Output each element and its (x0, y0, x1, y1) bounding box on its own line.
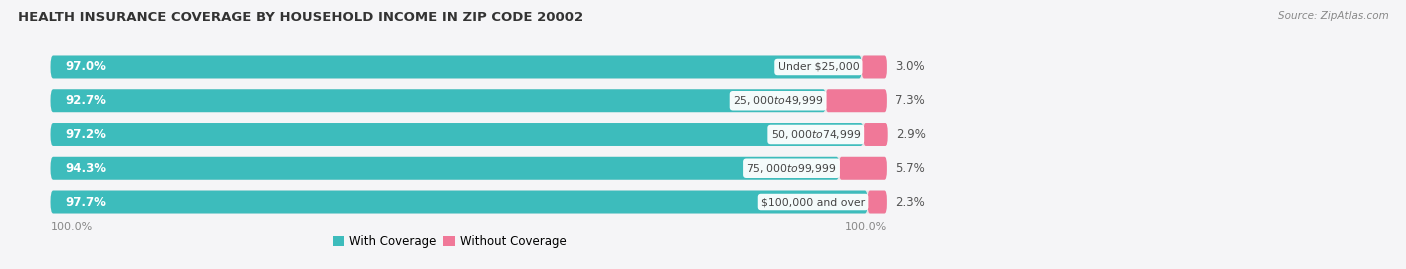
Text: 2.3%: 2.3% (896, 196, 925, 208)
FancyBboxPatch shape (51, 190, 868, 214)
FancyBboxPatch shape (862, 55, 887, 79)
Legend: With Coverage, Without Coverage: With Coverage, Without Coverage (328, 230, 571, 253)
Text: 7.3%: 7.3% (896, 94, 925, 107)
Text: 97.0%: 97.0% (66, 61, 107, 73)
Text: 3.0%: 3.0% (896, 61, 925, 73)
Text: $75,000 to $99,999: $75,000 to $99,999 (747, 162, 837, 175)
Text: Under $25,000: Under $25,000 (778, 62, 859, 72)
Text: 2.9%: 2.9% (896, 128, 927, 141)
FancyBboxPatch shape (51, 89, 887, 112)
FancyBboxPatch shape (839, 157, 887, 180)
Text: $25,000 to $49,999: $25,000 to $49,999 (733, 94, 824, 107)
Text: 100.0%: 100.0% (845, 222, 887, 232)
FancyBboxPatch shape (51, 89, 825, 112)
Text: 97.7%: 97.7% (66, 196, 107, 208)
FancyBboxPatch shape (51, 55, 862, 79)
Text: $50,000 to $74,999: $50,000 to $74,999 (770, 128, 860, 141)
FancyBboxPatch shape (51, 123, 887, 146)
FancyBboxPatch shape (51, 55, 887, 79)
FancyBboxPatch shape (863, 123, 887, 146)
Text: $100,000 and over: $100,000 and over (761, 197, 865, 207)
Text: 100.0%: 100.0% (51, 222, 93, 232)
FancyBboxPatch shape (825, 89, 887, 112)
Text: Source: ZipAtlas.com: Source: ZipAtlas.com (1278, 11, 1389, 21)
Text: 97.2%: 97.2% (66, 128, 107, 141)
FancyBboxPatch shape (51, 157, 839, 180)
Text: 92.7%: 92.7% (66, 94, 107, 107)
FancyBboxPatch shape (868, 190, 887, 214)
FancyBboxPatch shape (51, 190, 887, 214)
FancyBboxPatch shape (51, 123, 863, 146)
Text: 5.7%: 5.7% (896, 162, 925, 175)
FancyBboxPatch shape (51, 157, 887, 180)
Text: 94.3%: 94.3% (66, 162, 107, 175)
Text: HEALTH INSURANCE COVERAGE BY HOUSEHOLD INCOME IN ZIP CODE 20002: HEALTH INSURANCE COVERAGE BY HOUSEHOLD I… (18, 11, 583, 24)
